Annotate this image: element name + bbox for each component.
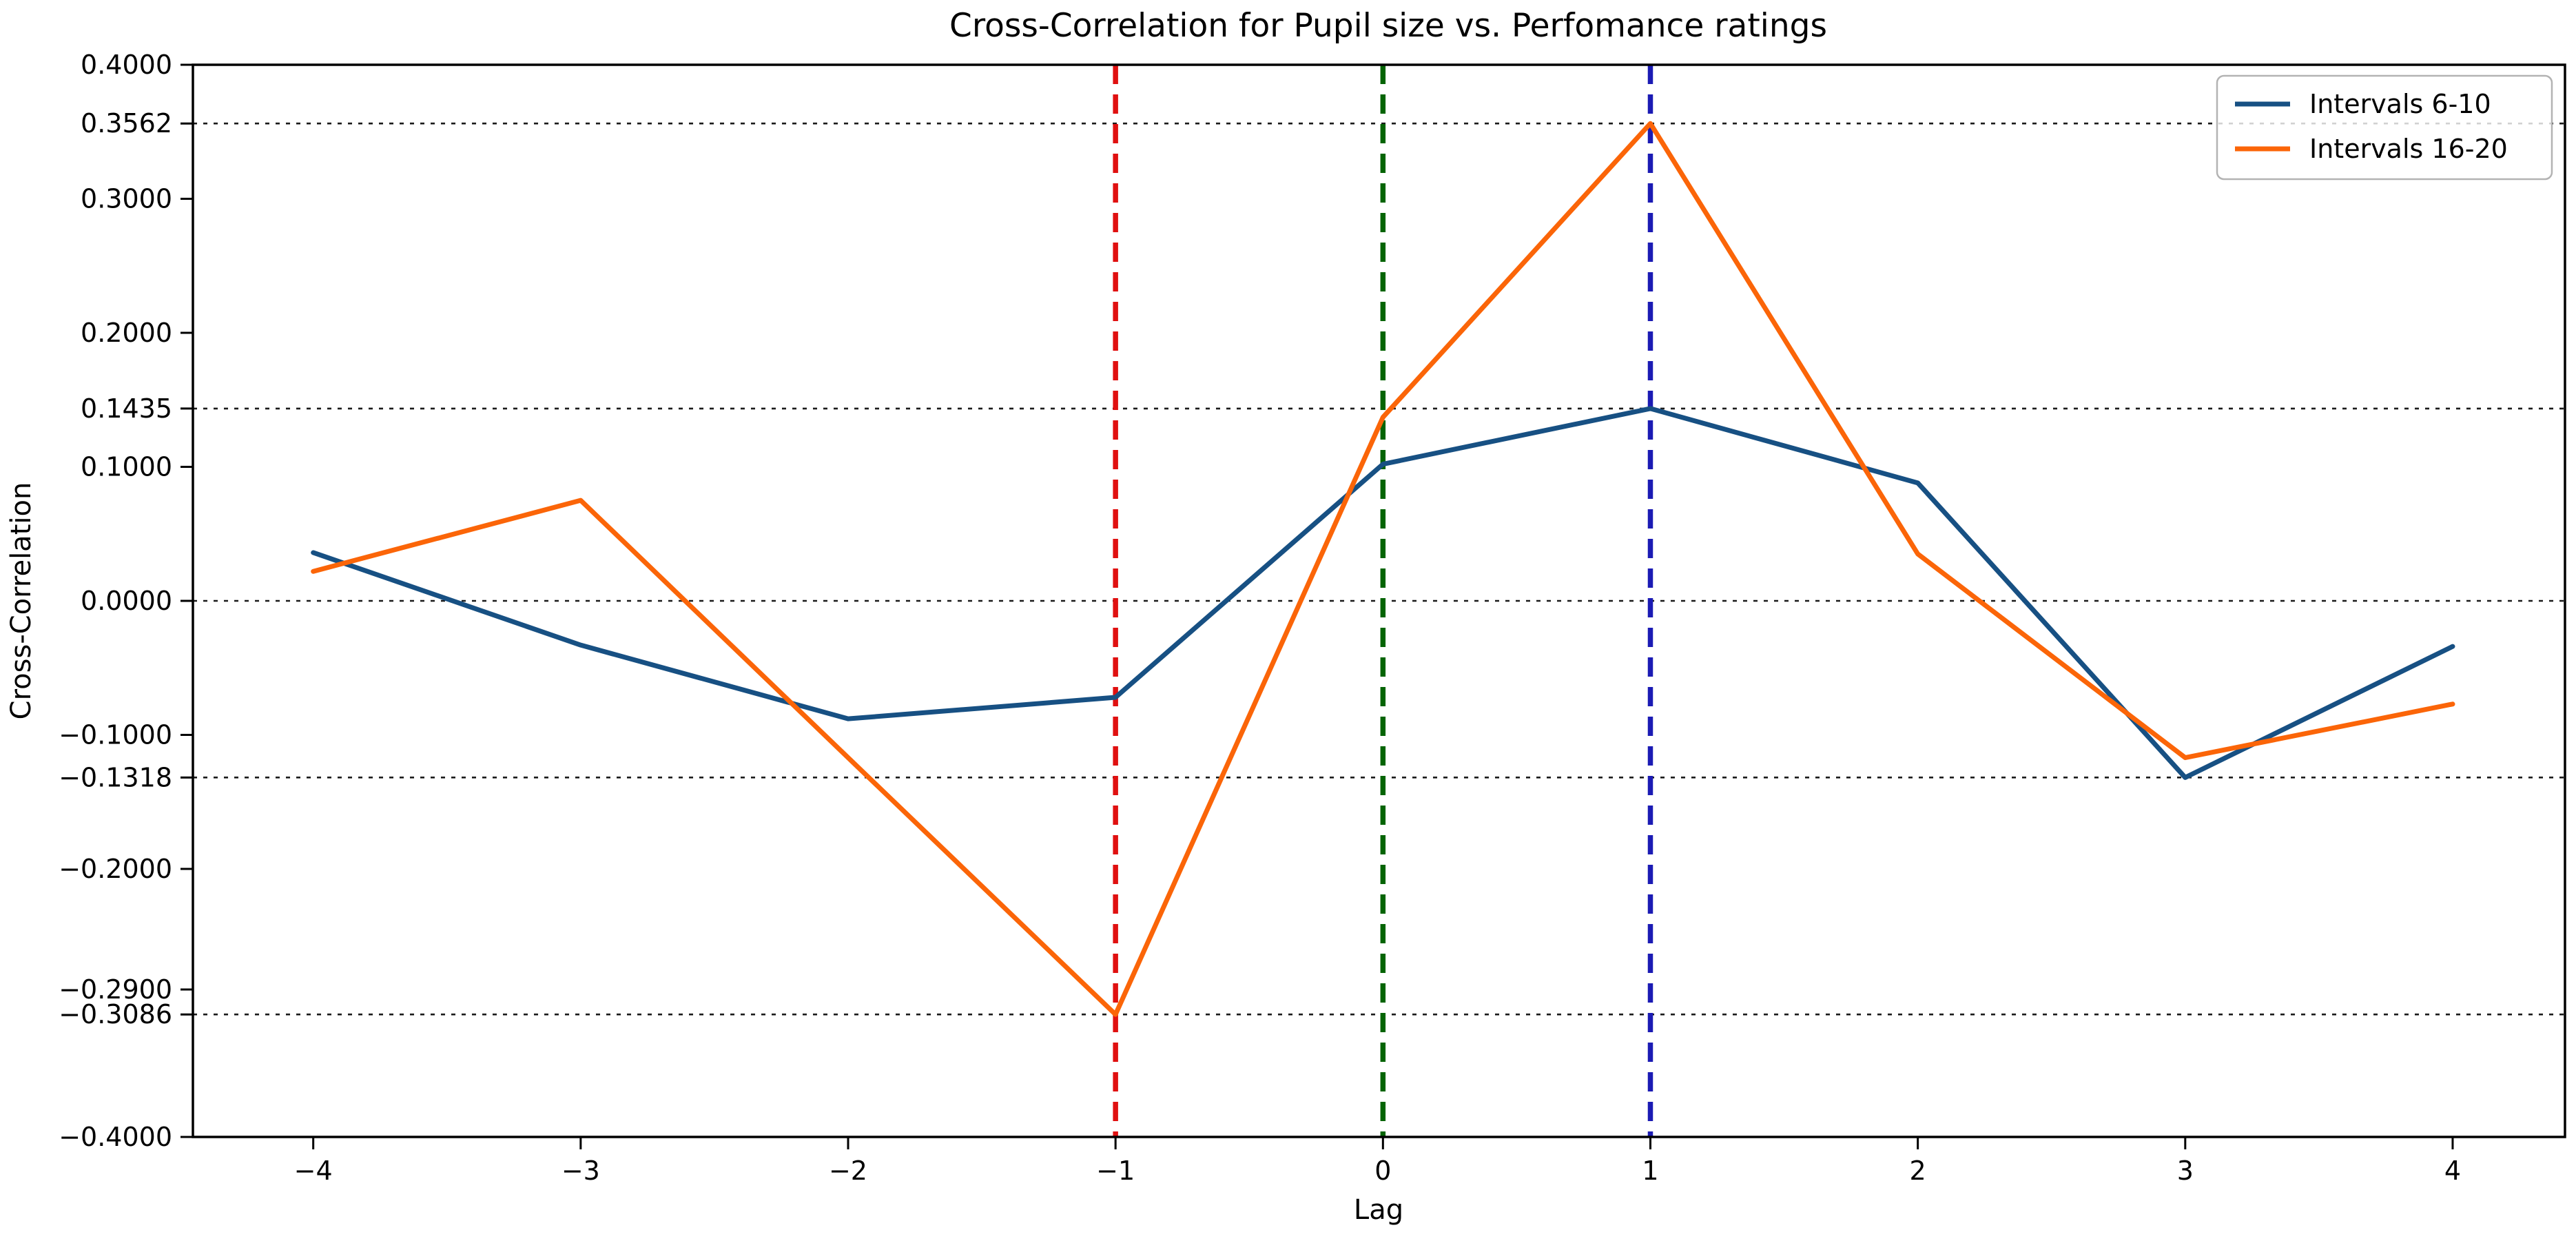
y-tick-label: 0.3562 (81, 108, 172, 139)
y-axis-label: Cross-Correlation (6, 482, 37, 720)
legend-entry-intervals-16-20: Intervals 16-20 (2309, 134, 2508, 164)
x-tick-label: −2 (829, 1156, 867, 1186)
y-tick-label: 0.0000 (81, 586, 172, 616)
y-tick-label: −0.3086 (59, 999, 172, 1029)
y-tick-label: 0.4000 (81, 50, 172, 80)
x-tick-label: 2 (1910, 1156, 1926, 1186)
legend-entry-intervals-6-10: Intervals 6-10 (2309, 89, 2491, 119)
legend-frame (2216, 74, 2553, 181)
x-tick-label: −3 (561, 1156, 600, 1186)
axes-ticks-group: −4 −3 −2 −1 0 1 2 3 4 0.4000 0.3562 0.3000 0.2000 0.1… (59, 50, 2566, 1186)
x-axis-label: Lag (1354, 1194, 1403, 1226)
x-tick-label: −1 (1096, 1156, 1135, 1186)
x-tick-label: 3 (2177, 1156, 2194, 1186)
y-tick-label: −0.2900 (59, 974, 172, 1005)
y-tick-label: −0.1318 (59, 762, 172, 792)
event-vlines-group (1113, 65, 1653, 1137)
y-tick-label: 0.2000 (81, 318, 172, 348)
series-lines-group (311, 121, 2455, 1017)
x-tick-label: −4 (294, 1156, 333, 1186)
x-tick-label: 0 (1374, 1156, 1391, 1186)
y-tick-label: −0.4000 (59, 1122, 172, 1152)
y-tick-label: −0.1000 (59, 720, 172, 750)
y-tick-label: 0.1435 (81, 393, 172, 424)
gridlines-group (193, 122, 2565, 1016)
legend: Intervals 6-10 Intervals 16-20 (2216, 74, 2553, 181)
x-tick-label: 1 (1642, 1156, 1658, 1186)
x-tick-label: 4 (2444, 1156, 2461, 1186)
chart-title: Cross-Correlation for Pupil size vs. Per… (949, 7, 1827, 45)
y-tick-label: −0.2000 (59, 854, 172, 884)
series-line-0 (311, 406, 2455, 780)
y-tick-label: 0.3000 (81, 184, 172, 214)
series-line-1 (311, 121, 2455, 1017)
y-tick-label: 0.1000 (81, 452, 172, 482)
